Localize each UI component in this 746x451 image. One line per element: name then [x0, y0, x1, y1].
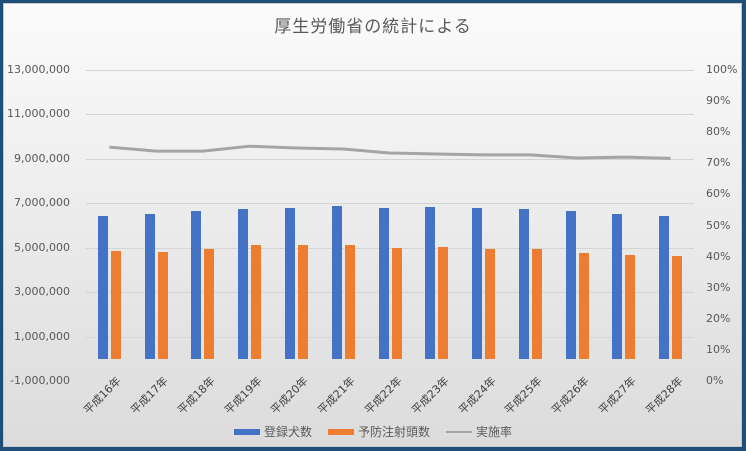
- bar-vaccinations: [391, 247, 402, 359]
- bar-registered-dogs: [238, 208, 249, 359]
- bar-vaccinations: [297, 245, 308, 359]
- bar-vaccinations: [110, 251, 121, 359]
- y-axis-right-tick: 80%: [706, 125, 731, 139]
- y-axis-right-tick: 60%: [706, 187, 731, 201]
- legend-item-registered-dogs: 登録犬数: [233, 423, 312, 440]
- gridline: [86, 247, 694, 249]
- gridline: [86, 114, 694, 116]
- bar-registered-dogs: [331, 205, 342, 359]
- bar-vaccinations: [578, 252, 589, 359]
- bar-registered-dogs: [612, 213, 623, 359]
- bar-vaccinations: [625, 254, 636, 359]
- gridline: [86, 336, 694, 338]
- bar-vaccinations: [157, 252, 168, 359]
- y-axis-left-tick: 11,000,000: [7, 107, 70, 121]
- bar-registered-dogs: [425, 206, 436, 359]
- y-axis-right-tick: 10%: [706, 342, 731, 356]
- legend-item-vaccinations: 予防注射頭数: [327, 423, 430, 440]
- legend-swatch-orange: [327, 428, 354, 435]
- bar-vaccinations: [672, 256, 683, 359]
- bar-vaccinations: [485, 249, 496, 359]
- bar-registered-dogs: [472, 207, 483, 359]
- bar-registered-dogs: [378, 207, 389, 359]
- gridline: [86, 70, 694, 71]
- gridline: [86, 158, 694, 160]
- y-axis-right-tick: 50%: [706, 218, 731, 232]
- y-axis-left-tick: 9,000,000: [14, 151, 70, 165]
- y-axis-left-tick: 7,000,000: [14, 196, 70, 210]
- legend-label: 登録犬数: [263, 425, 312, 439]
- legend-label: 予防注射頭数: [357, 425, 430, 439]
- legend-item-rate: 実施率: [446, 423, 512, 440]
- y-axis-right-tick: 30%: [706, 280, 731, 294]
- gridline: [86, 292, 694, 294]
- bar-vaccinations: [251, 245, 262, 359]
- y-axis-left-tick: 5,000,000: [14, 240, 70, 254]
- legend: 登録犬数 予防注射頭数 実施率: [0, 423, 746, 440]
- y-axis-right-tick: 40%: [706, 249, 731, 263]
- y-axis-right-tick: 20%: [706, 311, 731, 325]
- y-axis-right-tick: 100%: [706, 63, 738, 76]
- bar-registered-dogs: [565, 211, 576, 359]
- y-axis-right-tick: 0%: [706, 374, 724, 387]
- bar-registered-dogs: [144, 214, 155, 359]
- y-axis-left-tick: 1,000,000: [14, 329, 70, 343]
- bar-registered-dogs: [284, 207, 295, 359]
- y-axis-left-tick: -1,000,000: [10, 374, 70, 387]
- y-axis-right-tick: 70%: [706, 156, 731, 170]
- legend-label: 実施率: [476, 425, 513, 439]
- bar-vaccinations: [204, 249, 215, 359]
- bar-vaccinations: [344, 245, 355, 359]
- bar-registered-dogs: [97, 215, 108, 359]
- y-axis-right-tick: 90%: [706, 94, 731, 108]
- legend-swatch-blue: [233, 428, 260, 435]
- bar-vaccinations: [531, 249, 542, 359]
- bar-registered-dogs: [191, 210, 202, 359]
- bar-vaccinations: [438, 247, 449, 359]
- gridline: [86, 203, 694, 205]
- bar-registered-dogs: [518, 208, 529, 359]
- chart-title: 厚生労働省の統計による: [274, 17, 472, 37]
- legend-swatch-line: [446, 430, 472, 433]
- bar-registered-dogs: [659, 215, 670, 359]
- y-axis-left-tick: 3,000,000: [14, 285, 70, 299]
- y-axis-left-tick: 13,000,000: [7, 63, 70, 76]
